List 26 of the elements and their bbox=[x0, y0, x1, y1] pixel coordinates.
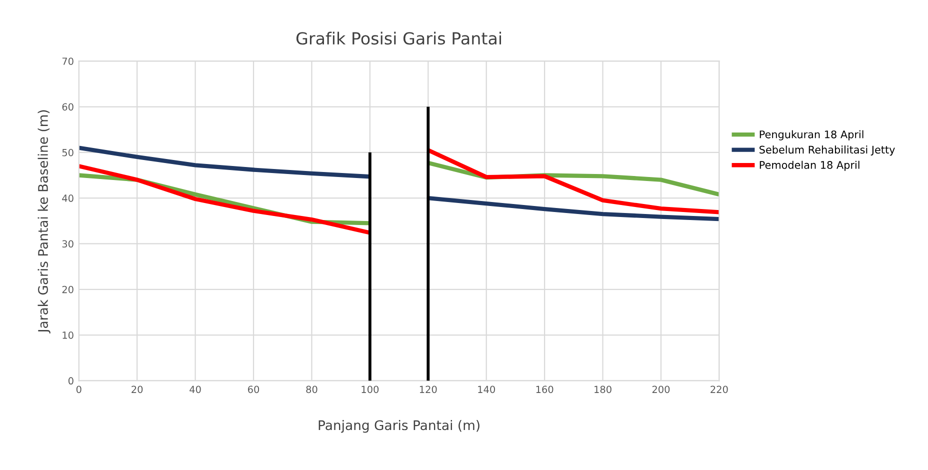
x-tick-label: 160 bbox=[536, 386, 554, 394]
x-tick-label: 80 bbox=[306, 386, 318, 394]
x-tick-label: 120 bbox=[420, 386, 437, 394]
y-tick-label: 20 bbox=[62, 286, 74, 294]
y-tick-label: 50 bbox=[62, 148, 74, 156]
x-tick-label: 0 bbox=[76, 386, 82, 394]
x-tick-label: 200 bbox=[652, 386, 670, 394]
y-axis-title: Jarak Garis Pantai ke Baseline (m) bbox=[38, 110, 50, 334]
y-tick-label: 70 bbox=[62, 58, 74, 65]
x-tick-label: 40 bbox=[190, 386, 201, 394]
x-axis-title: Panjang Garis Pantai (m) bbox=[318, 420, 480, 433]
x-tick-label: 100 bbox=[362, 386, 379, 394]
x-tick-label: 140 bbox=[478, 386, 495, 394]
x-tick-label: 180 bbox=[594, 386, 612, 394]
x-tick-label: 220 bbox=[710, 386, 728, 394]
legend-label: Sebelum Rehabilitasi Jetty bbox=[760, 146, 895, 156]
legend-label: Pemodelan 18 April bbox=[760, 160, 860, 171]
legend-label: Pengukuran 18 April bbox=[760, 130, 864, 140]
y-tick-label: 0 bbox=[68, 377, 74, 385]
x-tick-label: 20 bbox=[132, 386, 143, 394]
x-tick-label: 60 bbox=[248, 386, 260, 394]
y-tick-label: 30 bbox=[62, 240, 74, 248]
chart-title: Grafik Posisi Garis Pantai bbox=[296, 32, 502, 45]
y-tick-label: 10 bbox=[62, 332, 74, 339]
y-tick-label: 60 bbox=[62, 103, 74, 111]
y-tick-label: 40 bbox=[62, 194, 74, 202]
